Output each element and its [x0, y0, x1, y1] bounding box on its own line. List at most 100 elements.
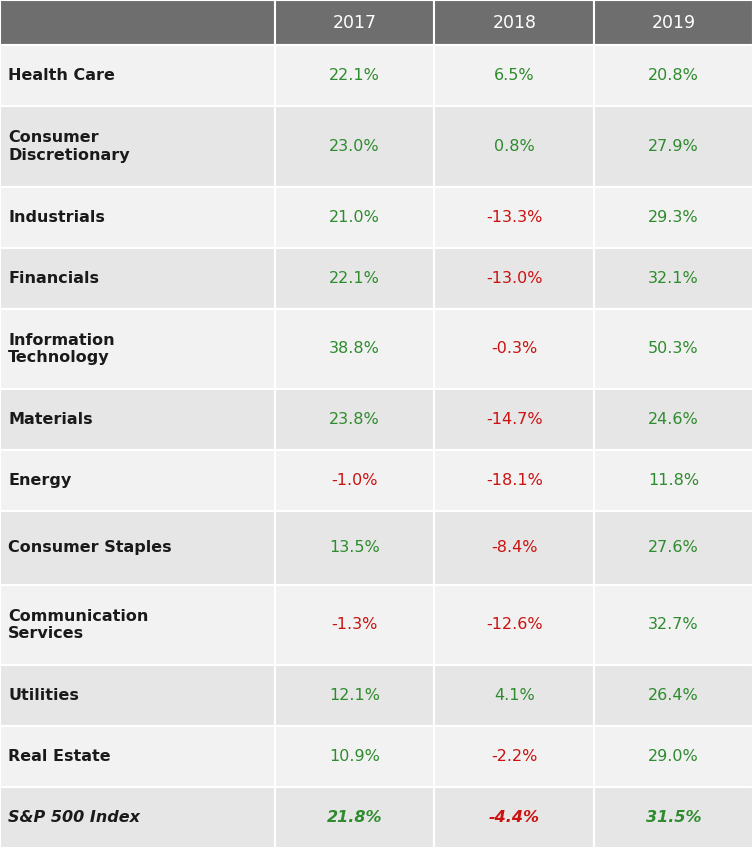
Bar: [594, 309, 753, 389]
Text: -13.0%: -13.0%: [486, 271, 543, 286]
Bar: [275, 787, 434, 848]
Bar: [434, 787, 594, 848]
Bar: [275, 248, 434, 309]
Text: -12.6%: -12.6%: [486, 617, 543, 633]
Bar: [0, 511, 275, 584]
Text: 27.6%: 27.6%: [648, 540, 699, 555]
Bar: [594, 0, 753, 45]
Bar: [275, 45, 434, 106]
Bar: [275, 665, 434, 726]
Bar: [434, 584, 594, 665]
Text: Communication
Services: Communication Services: [8, 609, 148, 641]
Bar: [0, 309, 275, 389]
Text: 11.8%: 11.8%: [648, 473, 699, 488]
Bar: [0, 187, 275, 248]
Text: 4.1%: 4.1%: [494, 689, 535, 703]
Bar: [275, 511, 434, 584]
Text: -14.7%: -14.7%: [486, 412, 543, 427]
Text: Materials: Materials: [8, 412, 93, 427]
Text: 29.3%: 29.3%: [648, 209, 699, 225]
Bar: [275, 187, 434, 248]
Text: 24.6%: 24.6%: [648, 412, 699, 427]
Bar: [594, 389, 753, 450]
Text: Energy: Energy: [8, 473, 72, 488]
Bar: [594, 45, 753, 106]
Bar: [0, 45, 275, 106]
Text: -13.3%: -13.3%: [486, 209, 542, 225]
Bar: [434, 0, 594, 45]
Text: 21.8%: 21.8%: [327, 810, 383, 825]
Bar: [0, 787, 275, 848]
Text: 27.9%: 27.9%: [648, 139, 699, 153]
Bar: [434, 665, 594, 726]
Bar: [0, 726, 275, 787]
Text: 23.8%: 23.8%: [329, 412, 380, 427]
Text: 32.7%: 32.7%: [648, 617, 699, 633]
Bar: [0, 450, 275, 511]
Text: -2.2%: -2.2%: [491, 749, 538, 764]
Text: 6.5%: 6.5%: [494, 68, 535, 83]
Text: 22.1%: 22.1%: [329, 271, 380, 286]
Bar: [0, 248, 275, 309]
Text: -1.3%: -1.3%: [331, 617, 378, 633]
Text: Utilities: Utilities: [8, 689, 79, 703]
Bar: [434, 106, 594, 187]
Text: 21.0%: 21.0%: [329, 209, 380, 225]
Bar: [594, 187, 753, 248]
Bar: [275, 726, 434, 787]
Bar: [594, 450, 753, 511]
Bar: [434, 450, 594, 511]
Text: 50.3%: 50.3%: [648, 342, 699, 356]
Text: 2019: 2019: [651, 14, 696, 31]
Text: -8.4%: -8.4%: [491, 540, 538, 555]
Bar: [0, 0, 275, 45]
Bar: [275, 106, 434, 187]
Text: -0.3%: -0.3%: [491, 342, 538, 356]
Text: 31.5%: 31.5%: [646, 810, 701, 825]
Bar: [275, 450, 434, 511]
Text: -4.4%: -4.4%: [489, 810, 540, 825]
Bar: [434, 45, 594, 106]
Text: 22.1%: 22.1%: [329, 68, 380, 83]
Text: 12.1%: 12.1%: [329, 689, 380, 703]
Text: Consumer
Discretionary: Consumer Discretionary: [8, 131, 130, 163]
Bar: [0, 584, 275, 665]
Bar: [434, 187, 594, 248]
Text: 20.8%: 20.8%: [648, 68, 699, 83]
Bar: [0, 106, 275, 187]
Text: S&P 500 Index: S&P 500 Index: [8, 810, 140, 825]
Text: Information
Technology: Information Technology: [8, 332, 114, 365]
Text: Industrials: Industrials: [8, 209, 105, 225]
Text: 26.4%: 26.4%: [648, 689, 699, 703]
Bar: [0, 665, 275, 726]
Text: 2018: 2018: [492, 14, 536, 31]
Text: 13.5%: 13.5%: [329, 540, 380, 555]
Bar: [594, 726, 753, 787]
Text: 2017: 2017: [333, 14, 376, 31]
Text: -1.0%: -1.0%: [331, 473, 378, 488]
Text: Health Care: Health Care: [8, 68, 115, 83]
Text: 38.8%: 38.8%: [329, 342, 380, 356]
Text: 0.8%: 0.8%: [494, 139, 535, 153]
Bar: [594, 511, 753, 584]
Text: 29.0%: 29.0%: [648, 749, 699, 764]
Bar: [275, 0, 434, 45]
Bar: [594, 665, 753, 726]
Bar: [434, 389, 594, 450]
Text: 32.1%: 32.1%: [648, 271, 699, 286]
Bar: [434, 248, 594, 309]
Text: Financials: Financials: [8, 271, 99, 286]
Text: Real Estate: Real Estate: [8, 749, 111, 764]
Text: Consumer Staples: Consumer Staples: [8, 540, 172, 555]
Bar: [594, 248, 753, 309]
Text: 23.0%: 23.0%: [329, 139, 380, 153]
Bar: [434, 726, 594, 787]
Text: 10.9%: 10.9%: [329, 749, 380, 764]
Bar: [434, 511, 594, 584]
Bar: [434, 309, 594, 389]
Text: -18.1%: -18.1%: [486, 473, 543, 488]
Bar: [275, 389, 434, 450]
Bar: [275, 309, 434, 389]
Bar: [594, 584, 753, 665]
Bar: [275, 584, 434, 665]
